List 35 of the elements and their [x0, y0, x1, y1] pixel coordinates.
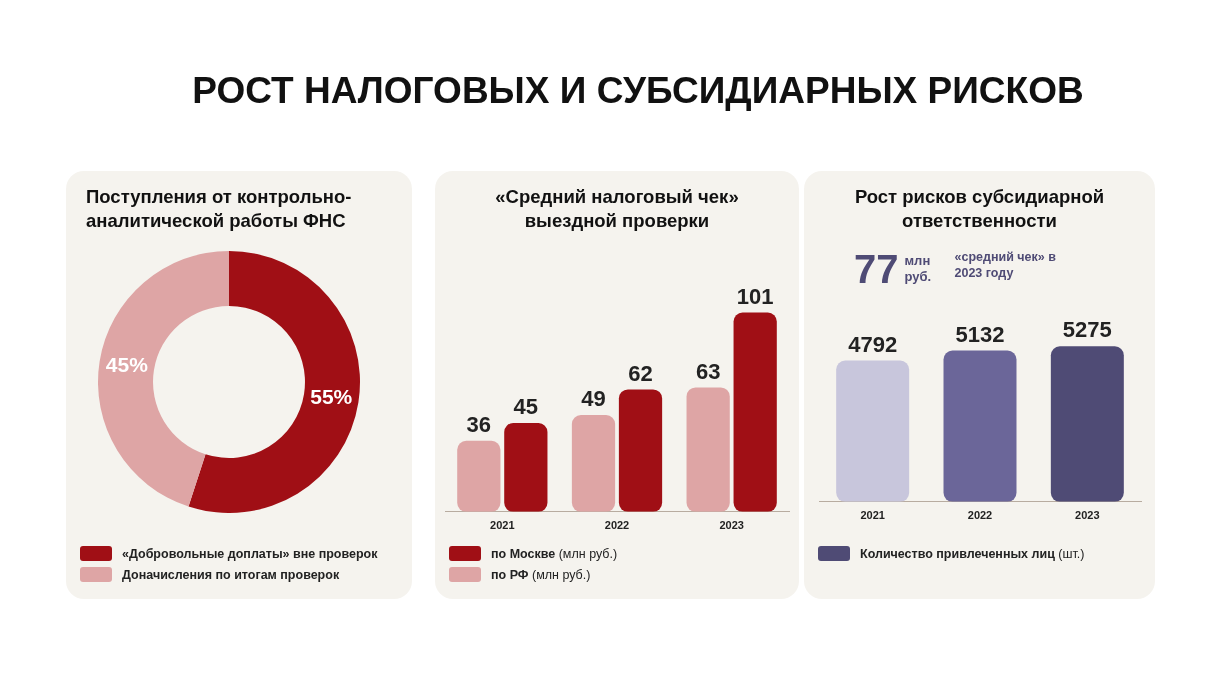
- x-tick-label: 2021: [859, 509, 885, 522]
- chart-title: «Средний налоговый чек» выездной проверки: [494, 185, 740, 233]
- x-tick-label: 2021: [490, 519, 515, 532]
- data-label: 49: [581, 386, 606, 412]
- bar: [571, 415, 616, 512]
- data-label: 36: [466, 411, 492, 437]
- data-label: 45%: [105, 352, 149, 376]
- x-tick-label: 2022: [604, 519, 630, 532]
- text: РОСТ НАЛОГОВЫХ И СУБСИДИАРНЫХ РИСКОВ: [191, 70, 1085, 112]
- x-tick-label: 2023: [719, 519, 744, 532]
- text: «средний чек» в 2023 году: [954, 249, 1057, 281]
- data-label: 55%: [310, 384, 353, 408]
- x-tick-label: 2022: [967, 509, 992, 522]
- chart-title: Поступления от контрольно-аналитической работы ФНС: [86, 185, 353, 233]
- legend-label: Доначисления по итогам проверок: [122, 567, 340, 582]
- legend-label: Количество привлеченных лиц (шт.): [860, 546, 1085, 561]
- legend-label: по РФ (млн руб.): [491, 567, 591, 582]
- data-label: 63: [695, 358, 721, 384]
- bar: [733, 312, 777, 512]
- bar: [686, 387, 730, 512]
- data-label: 5132: [955, 321, 1004, 347]
- data-label: 101: [736, 283, 774, 309]
- text: 77: [854, 247, 899, 291]
- x-tick-label: 2023: [1074, 509, 1100, 522]
- legend-label: «Добровольные доплаты» вне проверок: [122, 546, 378, 561]
- text: млн руб.: [904, 253, 933, 285]
- bar: [618, 389, 663, 512]
- bar: [457, 440, 501, 512]
- chart-title: Рост рисков субсидиарной ответственности: [853, 185, 1106, 233]
- data-label: 4792: [847, 331, 897, 357]
- data-label: 62: [628, 360, 653, 386]
- data-label: 45: [513, 394, 539, 420]
- data-label: 5275: [1062, 317, 1112, 343]
- legend-label: по Москве (млн руб.): [491, 546, 618, 561]
- bar: [504, 423, 548, 512]
